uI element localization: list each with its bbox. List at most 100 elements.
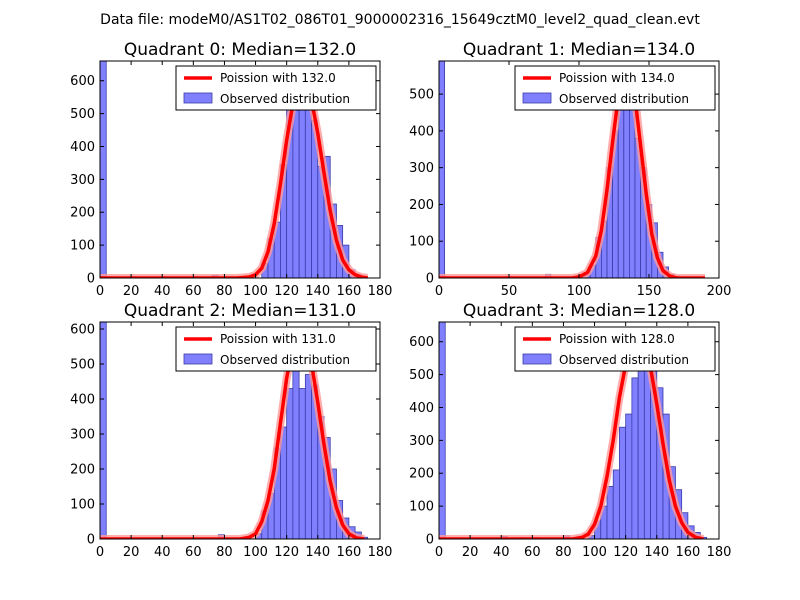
- y-tick-label: 600: [70, 323, 95, 338]
- x-tick-label: 120: [274, 284, 299, 299]
- legend: Poission with 128.0 Observed distribution: [514, 326, 716, 372]
- legend-curve-label: Poission with 128.0: [559, 332, 675, 346]
- y-tick-label: 600: [409, 335, 434, 350]
- x-tick-label: 80: [216, 545, 233, 560]
- x-tick-label: 180: [368, 545, 393, 560]
- x-tick-label: 140: [305, 545, 330, 560]
- y-tick-label: 100: [409, 235, 434, 250]
- axes-frame: [99, 321, 381, 540]
- y-tick-label: 400: [409, 124, 434, 139]
- histogram-bar: [619, 426, 627, 539]
- x-tick-label: 60: [524, 545, 541, 560]
- y-tick-label: 0: [426, 272, 434, 287]
- histogram-bar: [304, 374, 312, 539]
- legend-curve-label: Poission with 131.0: [220, 332, 336, 346]
- y-tick-label: 200: [70, 206, 95, 221]
- y-tick-label: 100: [409, 500, 434, 515]
- histogram-bar: [292, 349, 300, 539]
- quadrant-0-panel: 0 20 40 60 80 100 120 140 160 180 0 100 200 300 400 500…: [70, 40, 392, 299]
- y-tick-label: 300: [70, 428, 95, 443]
- x-tick-label: 0: [96, 545, 104, 560]
- y-tick-label: 400: [70, 393, 95, 408]
- histogram-bar: [292, 109, 300, 278]
- x-tick-label: 80: [216, 284, 233, 299]
- legend-curve-label: Poission with 132.0: [220, 71, 336, 85]
- legend-bar-label: Observed distribution: [559, 92, 689, 106]
- figure-suptitle: Data file: modeM0/AS1T02_086T01_90000023…: [100, 12, 700, 28]
- y-tick-label: 300: [70, 173, 95, 188]
- y-tick-label: 500: [409, 88, 434, 103]
- x-tick-label: 20: [462, 545, 479, 560]
- x-tick-label: 100: [567, 284, 592, 299]
- x-tick-label: 100: [243, 545, 268, 560]
- axes-frame: [99, 60, 381, 279]
- y-tick-label: 100: [70, 498, 95, 513]
- quadrant-3-panel: 0 20 40 60 80 100 120 140 160 180 0 100 200 300 400 500…: [409, 301, 731, 560]
- legend: Poission with 132.0 Observed distribution: [175, 65, 377, 111]
- histogram-bar: [625, 413, 633, 539]
- quadrant-1-panel: 0 50 100 150 200 0 100 200 300 400 500 Quadrant 1: …: [409, 40, 731, 299]
- y-tick-label: 300: [409, 434, 434, 449]
- legend: Poission with 131.0 Observed distribution: [175, 326, 377, 372]
- x-tick-label: 20: [123, 284, 140, 299]
- y-tick-label: 100: [70, 239, 95, 254]
- y-tick-label: 0: [87, 272, 95, 287]
- y-tick-label: 200: [70, 463, 95, 478]
- subplot-grid: 0 20 40 60 80 100 120 140 160 1800100200300400500…: [70, 40, 731, 560]
- x-tick-label: 160: [675, 545, 700, 560]
- histogram-bar: [631, 377, 639, 539]
- x-tick-label: 100: [582, 545, 607, 560]
- legend-bar-label: Observed distribution: [559, 353, 689, 367]
- x-tick-label: 200: [707, 284, 732, 299]
- x-tick-label: 40: [154, 545, 171, 560]
- histogram-bar: [612, 469, 620, 539]
- x-tick-label: 80: [555, 545, 572, 560]
- legend-bar-swatch: [183, 92, 213, 104]
- histogram-bar: [100, 322, 107, 539]
- x-tick-label: 180: [707, 545, 732, 560]
- legend-bar-label: Observed distribution: [220, 92, 350, 106]
- x-tick-label: 140: [305, 284, 330, 299]
- y-tick-label: 0: [426, 533, 434, 548]
- x-tick-label: 120: [613, 545, 638, 560]
- legend-bar-label: Observed distribution: [220, 353, 350, 367]
- y-tick-label: 400: [409, 401, 434, 416]
- y-tick-label: 300: [409, 161, 434, 176]
- y-tick-label: 200: [409, 467, 434, 482]
- legend-bar-swatch: [183, 353, 213, 365]
- y-tick-label: 200: [409, 198, 434, 213]
- y-tick-label: 500: [409, 368, 434, 383]
- histogram-bar: [439, 322, 446, 539]
- x-tick-label: 140: [644, 545, 669, 560]
- y-tick-label: 0: [87, 533, 95, 548]
- histogram-bar: [606, 485, 614, 539]
- x-tick-label: 40: [154, 284, 171, 299]
- quadrant-title: Quadrant 0: Median=132.0: [124, 40, 356, 60]
- legend: Poission with 134.0 Observed distribution: [514, 65, 716, 111]
- histogram-bar: [100, 61, 107, 278]
- y-tick-label: 600: [70, 74, 95, 89]
- x-tick-label: 60: [185, 284, 202, 299]
- y-tick-label: 500: [70, 358, 95, 373]
- axes-frame: [438, 321, 720, 540]
- quadrant-2-panel: 0 20 40 60 80 100 120 140 160 180 0 100 200 300 400 500…: [70, 301, 392, 560]
- x-tick-label: 0: [96, 284, 104, 299]
- legend-bar-swatch: [522, 92, 552, 104]
- histogram-bar: [439, 61, 445, 278]
- quadrant-title: Quadrant 2: Median=131.0: [124, 301, 356, 321]
- x-tick-label: 50: [501, 284, 518, 299]
- legend-bar-swatch: [522, 353, 552, 365]
- histogram-bar: [286, 388, 294, 539]
- quadrant-title: Quadrant 3: Median=128.0: [463, 301, 695, 321]
- y-tick-label: 500: [70, 107, 95, 122]
- y-tick-label: 400: [70, 140, 95, 155]
- x-tick-label: 120: [274, 545, 299, 560]
- x-tick-label: 150: [637, 284, 662, 299]
- x-tick-label: 20: [123, 545, 140, 560]
- x-tick-label: 160: [336, 284, 361, 299]
- legend-curve-label: Poission with 134.0: [559, 71, 675, 85]
- x-tick-label: 100: [243, 284, 268, 299]
- x-tick-label: 180: [368, 284, 393, 299]
- histogram-bar: [629, 104, 636, 278]
